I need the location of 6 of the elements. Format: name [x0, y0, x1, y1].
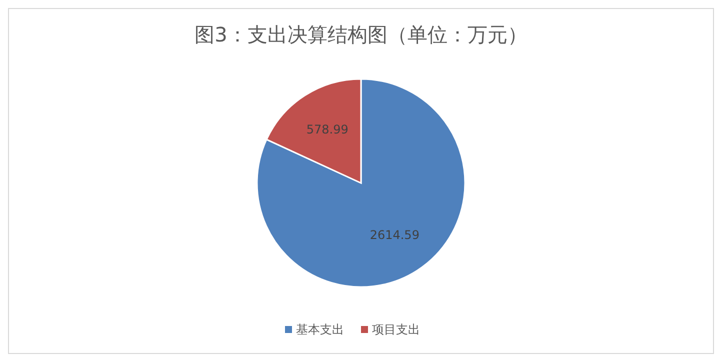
chart-title: 图3：支出决算结构图（单位：万元）	[194, 22, 528, 46]
legend-label: 项目支出	[372, 322, 420, 336]
legend-label: 基本支出	[296, 322, 344, 336]
pie-slice	[256, 78, 466, 288]
data-label: 2614.59	[370, 228, 420, 242]
data-label: 578.99	[306, 122, 348, 137]
